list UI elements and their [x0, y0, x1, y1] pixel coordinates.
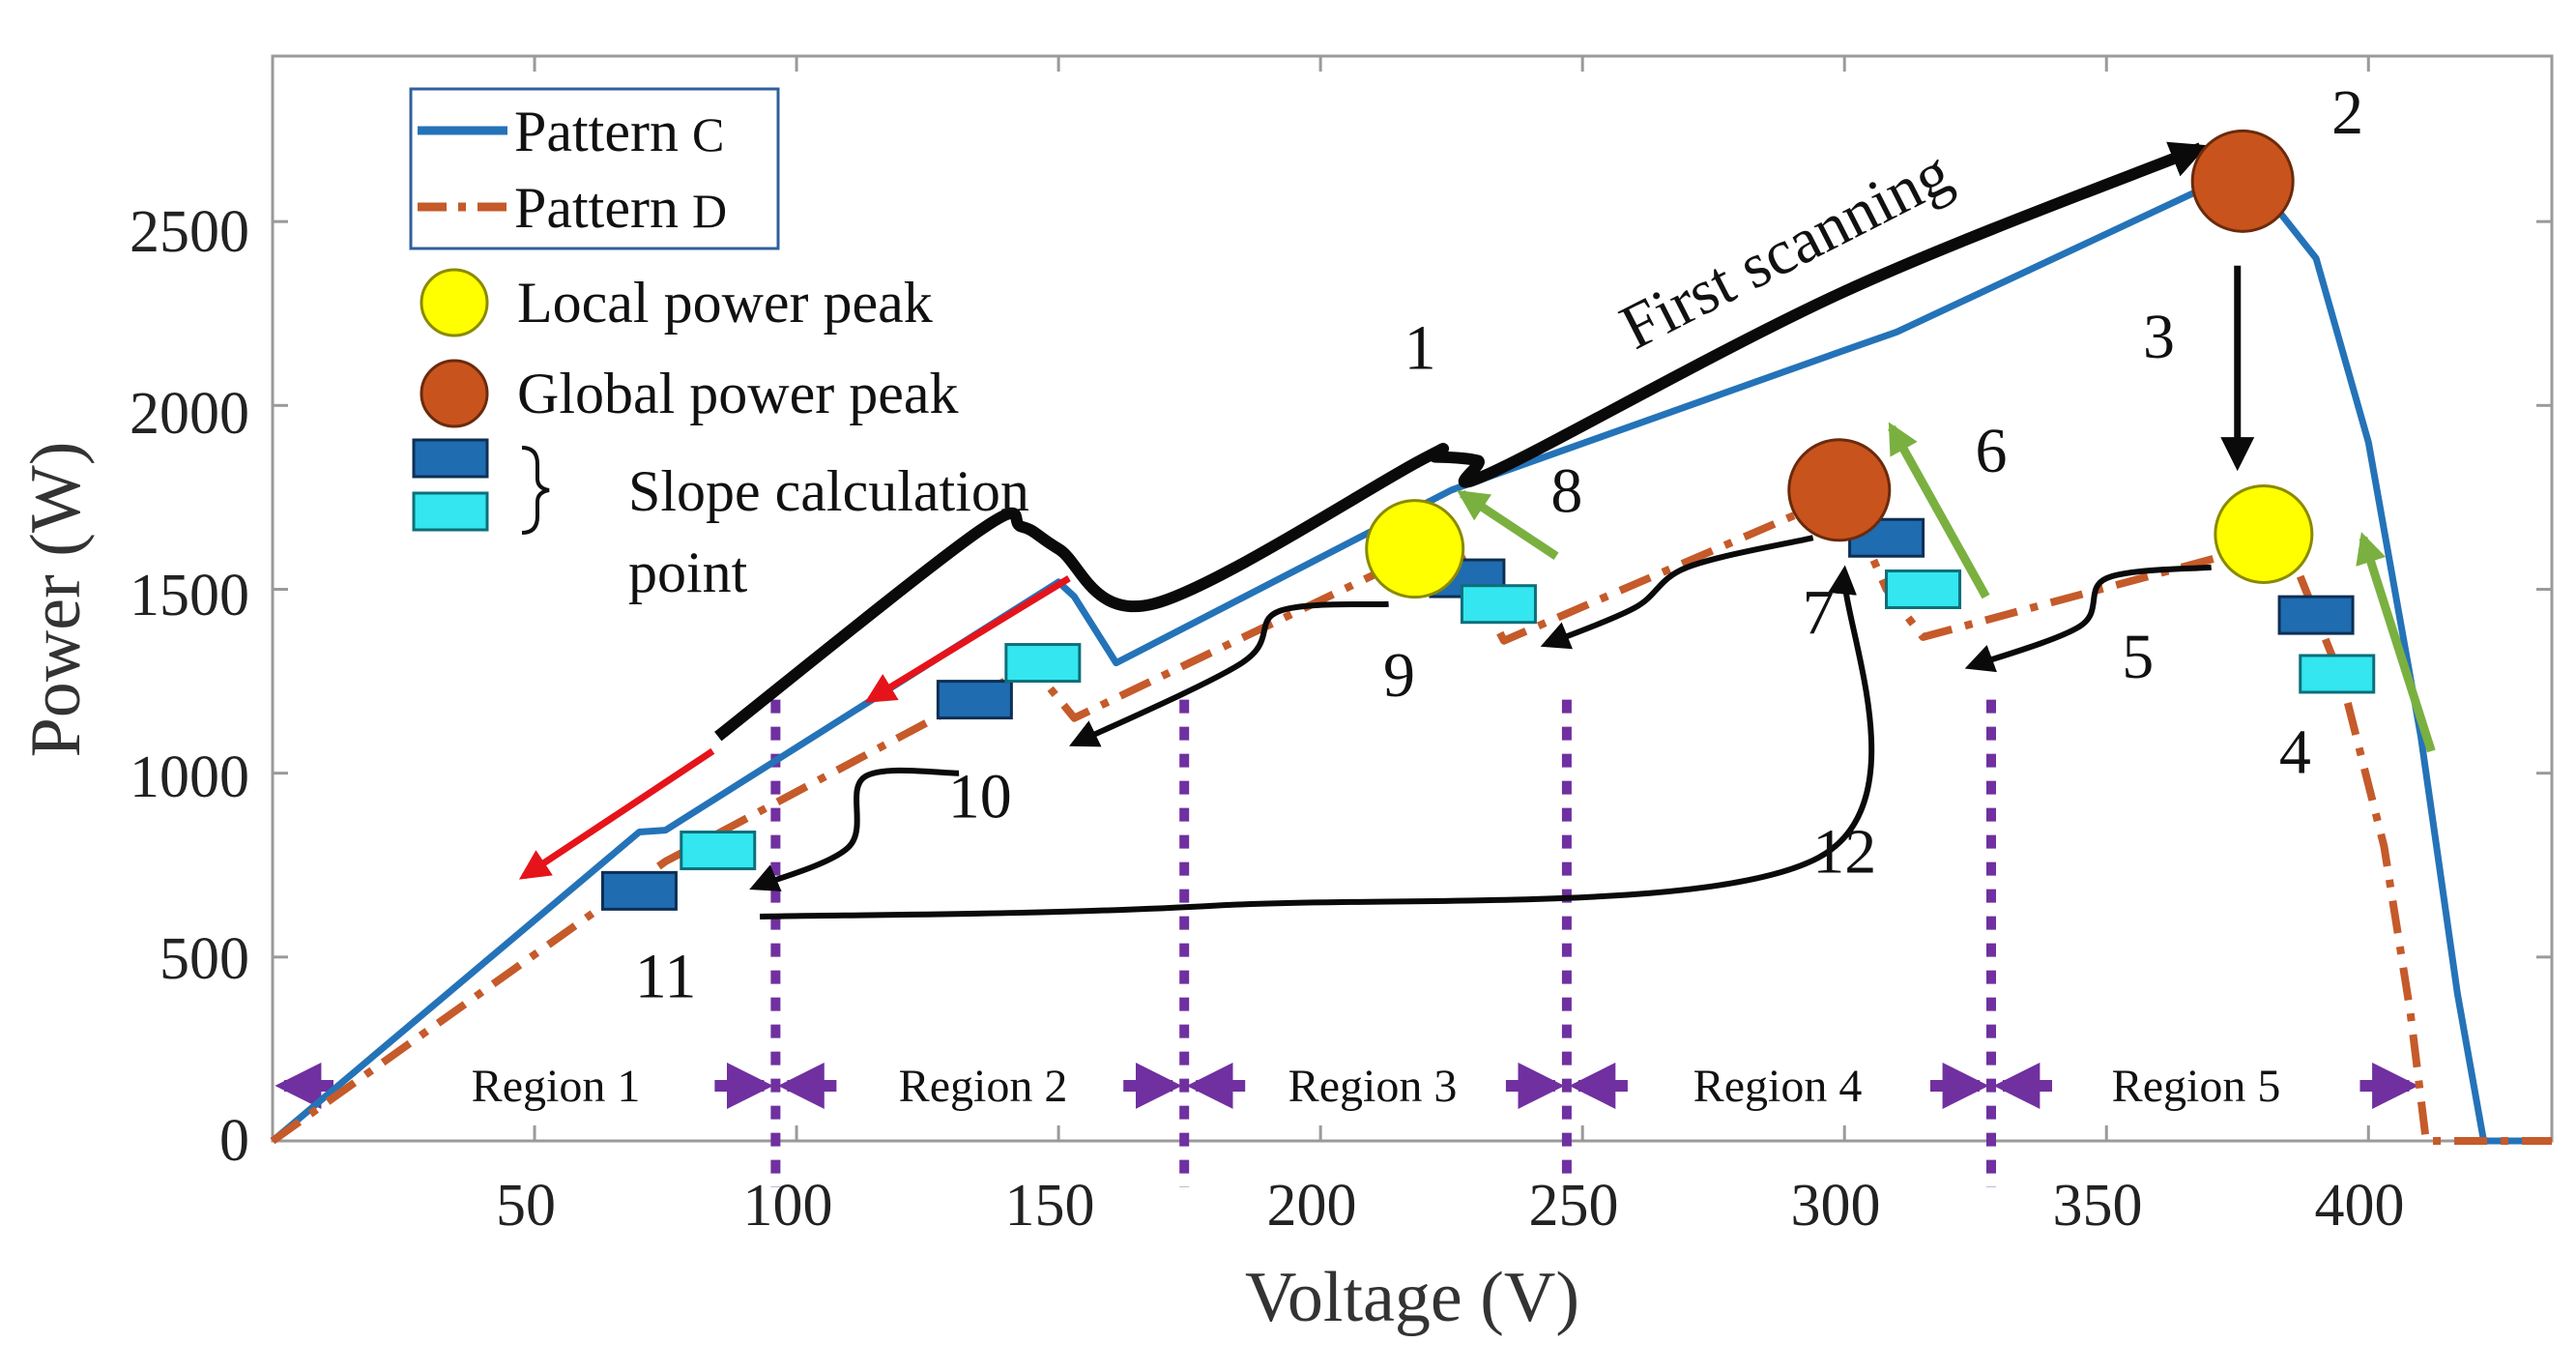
local-peak-marker — [2214, 483, 2314, 584]
legend-label-pattern-d: Pattern — [514, 176, 679, 240]
slope-point-light — [1885, 569, 1962, 609]
step-label: 4 — [2279, 717, 2311, 788]
legend-slope-dark-icon — [412, 438, 489, 479]
legend-brace-icon — [521, 446, 550, 535]
series-pattern-d-line — [270, 489, 2552, 1145]
legend-local-peak-icon — [420, 268, 489, 337]
step-7-arrow — [1540, 535, 1814, 650]
x-tick-label: 50 — [496, 1173, 556, 1239]
legend-box — [409, 87, 780, 250]
step-label: 9 — [1383, 640, 1415, 711]
slope-point-light — [2299, 654, 2376, 694]
step-label: 11 — [635, 942, 697, 1012]
x-tick-label: 400 — [2315, 1173, 2405, 1239]
step-label: 7 — [1803, 577, 1835, 648]
x-axis-title: Voltage (V) — [1245, 1258, 1579, 1337]
y-tick-label: 1000 — [130, 744, 249, 810]
x-tick-label: 100 — [743, 1173, 833, 1239]
slope-point-dark — [2277, 595, 2355, 635]
x-tick-label: 350 — [2053, 1173, 2143, 1239]
step-label: 6 — [1975, 416, 2007, 486]
plot-frame — [271, 54, 2554, 1143]
green-arrow — [1888, 422, 1990, 599]
slope-point-dark — [936, 680, 1013, 720]
x-tick-label: 250 — [1529, 1173, 1619, 1239]
legend-local-peak: Local power peak — [517, 271, 933, 335]
global-peak-marker — [1787, 438, 1892, 542]
region-label: Region 1 — [472, 1061, 641, 1112]
region-label: Region 5 — [2112, 1061, 2281, 1112]
legend: Pattern C Pattern D Local power peak Globa… — [409, 87, 1029, 604]
regions — [275, 699, 2419, 1187]
markers — [600, 129, 2376, 911]
local-peak-marker — [1365, 499, 1465, 599]
step-10-arrow — [749, 767, 960, 891]
step-label: 10 — [948, 761, 1012, 832]
x-tick-label: 150 — [1005, 1173, 1095, 1239]
slope-point-light — [1460, 584, 1537, 625]
y-tick-label: 0 — [219, 1108, 249, 1174]
step-label: 3 — [2143, 302, 2175, 372]
x-tick-label: 200 — [1267, 1173, 1357, 1239]
y-tick-label: 2000 — [130, 381, 249, 447]
legend-global-peak-icon — [420, 359, 489, 428]
slope-point-light — [680, 831, 757, 871]
slope-point-dark — [600, 870, 678, 911]
red-arrow — [518, 747, 715, 880]
x-tick-label: 300 — [1791, 1173, 1881, 1239]
region-label: Region 2 — [899, 1061, 1068, 1112]
legend-slope-line2: point — [628, 540, 748, 604]
legend-letter-d: D — [692, 184, 727, 238]
green-arrow — [1457, 489, 1559, 561]
step-5-arrow — [1964, 564, 2213, 673]
legend-label-pattern-c: Pattern — [514, 100, 679, 163]
y-axis-title: Power (W) — [16, 442, 96, 758]
step-label: 12 — [1812, 816, 1876, 887]
global-peak-marker — [2190, 129, 2295, 233]
legend-global-peak: Global power peak — [517, 362, 959, 425]
green-arrow — [2356, 532, 2436, 753]
legend-slope-line1: Slope calculation — [628, 459, 1029, 523]
region-labels: Region 1 Region 2 Region 3 Region 4 Regi… — [472, 1061, 2281, 1112]
step-label: 1 — [1404, 312, 1436, 383]
annotation-arrows — [518, 141, 2436, 920]
step-9-arrow — [1068, 600, 1389, 747]
step-label: 2 — [2331, 77, 2363, 148]
legend-letter-c: C — [692, 107, 724, 161]
region-label: Region 3 — [1288, 1061, 1458, 1112]
legend-slope-light-icon — [412, 491, 489, 532]
step-label: 5 — [2122, 622, 2154, 692]
y-tick-label: 1500 — [130, 563, 249, 628]
step-label: 8 — [1550, 456, 1582, 527]
y-tick-label: 2500 — [130, 199, 249, 265]
red-arrow — [864, 575, 1071, 703]
y-tick-labels: 0 500 1000 1500 2000 2500 — [130, 199, 249, 1174]
region-label: Region 4 — [1693, 1061, 1863, 1112]
step-12-arrow — [760, 565, 1875, 920]
y-tick-label: 500 — [159, 926, 249, 992]
first-scanning-arrow — [714, 141, 2208, 742]
slope-point-light — [1004, 643, 1082, 684]
x-tick-labels: 50 100 150 200 250 300 350 400 — [496, 1173, 2405, 1239]
